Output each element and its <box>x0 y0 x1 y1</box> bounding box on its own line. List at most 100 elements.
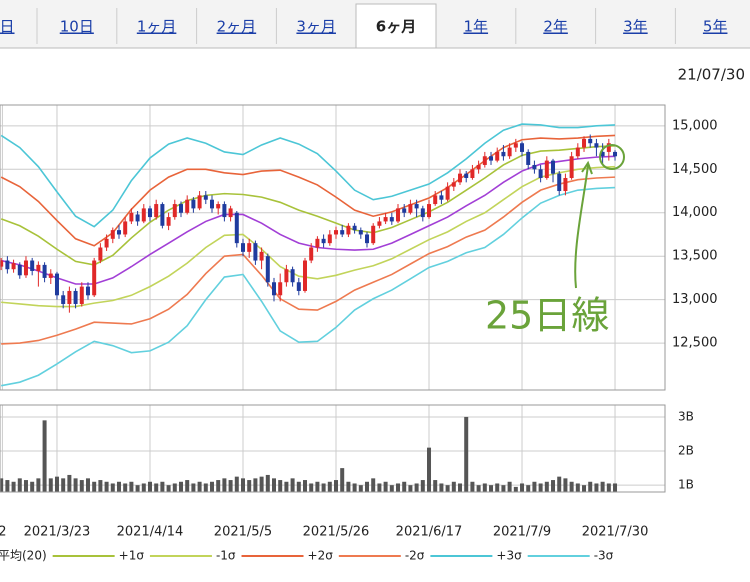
candle-body <box>600 151 605 157</box>
candle-body <box>209 199 214 209</box>
candle-body <box>309 247 314 261</box>
volume-bar <box>191 483 196 492</box>
candle-body <box>265 256 270 283</box>
volume-bar <box>458 483 463 492</box>
candle-body <box>334 230 339 235</box>
candle-body <box>123 221 128 235</box>
tab[interactable]: 1ヶ月 <box>137 18 177 36</box>
volume-bar <box>216 480 221 492</box>
x-tick-label: 2021/5/26 <box>303 525 370 540</box>
volume-bar <box>228 480 233 492</box>
y-tick-label: 3B <box>678 409 694 423</box>
candle-body <box>247 243 252 252</box>
volume-bar <box>209 481 214 492</box>
candle-body <box>129 212 134 222</box>
candle-body <box>358 230 363 235</box>
candle-body <box>79 286 84 304</box>
volume-bar <box>377 483 382 492</box>
volume-bar <box>321 483 326 492</box>
candle-body <box>433 195 438 205</box>
volume-bar <box>427 447 432 492</box>
volume-bar <box>98 480 103 492</box>
candle-body <box>501 151 506 157</box>
tab[interactable]: 1年 <box>464 18 489 36</box>
tab[interactable]: 10日 <box>60 18 94 36</box>
band-line <box>0 155 616 285</box>
volume-bar <box>464 416 469 492</box>
candle-body <box>513 143 518 148</box>
volume-bar <box>544 481 549 492</box>
volume-bar <box>414 483 419 492</box>
date-label: 21/07/30 <box>678 66 745 84</box>
tab-selected-box <box>355 3 437 48</box>
volume-bar <box>569 481 574 492</box>
candle-body <box>414 204 419 209</box>
volume-bar <box>563 478 568 492</box>
legend-label: +1σ <box>119 549 145 563</box>
volume-bar <box>520 483 525 492</box>
volume-bar <box>439 483 444 492</box>
volume-bar <box>334 480 339 492</box>
candle-body <box>48 273 53 278</box>
candle-body <box>290 269 295 283</box>
volume-bar <box>296 481 301 492</box>
legend-label: +2σ <box>308 549 334 563</box>
candle-body <box>178 204 183 213</box>
candle-body <box>383 217 388 222</box>
tab[interactable]: 日 <box>0 18 15 36</box>
candle-body <box>278 282 283 296</box>
volume-bar <box>352 483 357 492</box>
tab[interactable]: 5年 <box>703 18 728 36</box>
tab[interactable]: 3ヶ月 <box>296 18 336 36</box>
volume-bar <box>513 486 518 492</box>
volume-bar <box>526 485 531 492</box>
candle-body <box>73 290 78 304</box>
volume-panel <box>0 404 666 493</box>
volume-bar <box>110 483 115 492</box>
volume-bar <box>365 481 370 492</box>
x-tick-label: 2021/5/5 <box>214 525 272 540</box>
candle-body <box>575 147 580 157</box>
y-tick-label: 14,500 <box>672 162 718 177</box>
candle-body <box>420 208 425 218</box>
candle-body <box>36 264 41 271</box>
tab[interactable]: 2ヶ月 <box>217 18 257 36</box>
candle-body <box>582 138 587 148</box>
candle-body <box>321 238 326 244</box>
candle-body <box>476 164 481 170</box>
candle-body <box>154 204 159 218</box>
tab[interactable]: 3年 <box>623 18 648 36</box>
legend-label: -2σ <box>405 549 425 563</box>
y-tick-label: 13,000 <box>672 292 718 307</box>
volume-bar <box>265 474 270 492</box>
volume-bar <box>340 468 345 492</box>
candle-body <box>160 204 165 226</box>
volume-bar <box>582 485 587 492</box>
candle-body <box>464 173 469 178</box>
candle-body <box>340 230 345 235</box>
volume-bar <box>5 480 10 492</box>
candle-body <box>147 208 152 218</box>
tab[interactable]: 2年 <box>543 18 568 36</box>
volume-bar <box>141 483 146 492</box>
volume-bar <box>278 480 283 492</box>
volume-bar <box>358 485 363 492</box>
candle-body <box>451 182 456 187</box>
candle-body <box>563 177 568 192</box>
volume-bar <box>402 481 407 492</box>
candle-body <box>17 264 22 276</box>
volume-bar <box>420 480 425 492</box>
volume-bar <box>613 483 618 492</box>
candle-body <box>377 221 382 226</box>
candle-body <box>402 208 407 213</box>
tab[interactable]: 6ヶ月 <box>376 18 416 36</box>
volume-bar <box>42 420 47 492</box>
volume-bar <box>284 481 289 492</box>
price-panel <box>0 104 666 391</box>
candle-body <box>482 156 487 165</box>
volume-bar <box>61 478 66 492</box>
candle-body <box>135 214 140 222</box>
volume-bar <box>476 485 481 492</box>
